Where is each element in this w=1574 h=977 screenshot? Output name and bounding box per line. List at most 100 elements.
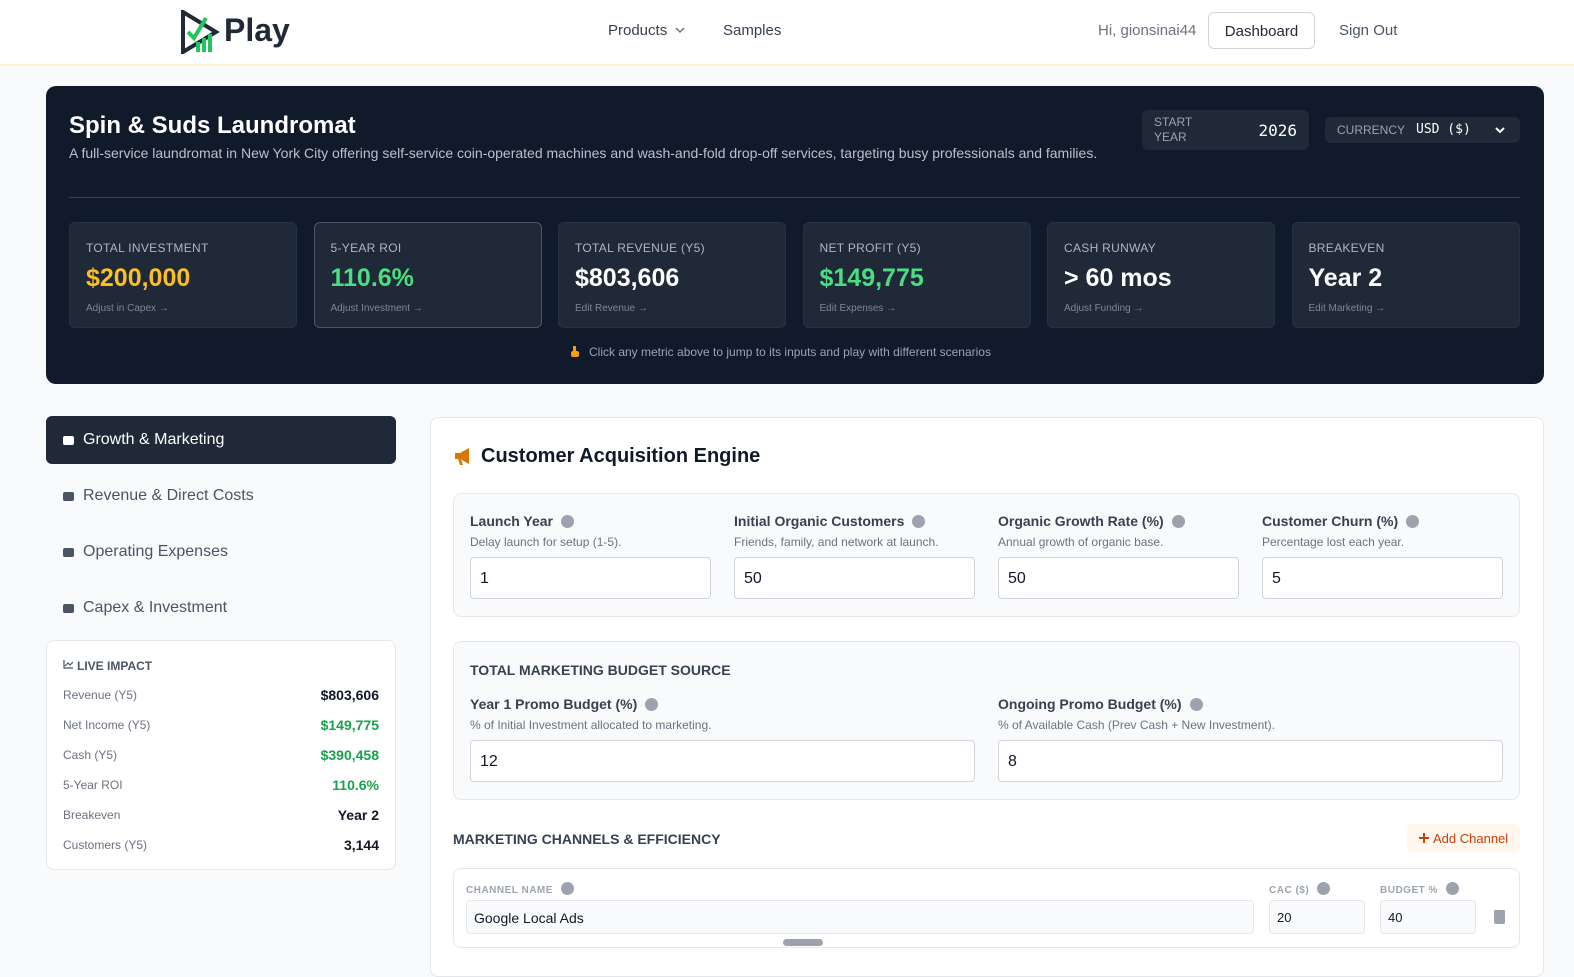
channels-title: MARKETING CHANNELS & EFFICIENCY xyxy=(453,831,721,847)
field-help: Percentage lost each year. xyxy=(1262,535,1405,549)
field-help: % of Available Cash (Prev Cash + New Inv… xyxy=(998,718,1275,732)
live-impact: LIVE IMPACT Revenue (Y5) $803,606 Net Inco… xyxy=(46,640,396,870)
metric-label: TOTAL INVESTMENT xyxy=(86,241,209,255)
sidebar-tab[interactable]: Operating Expenses xyxy=(46,528,396,576)
field-input[interactable]: 50 xyxy=(734,557,975,599)
summary-header: Spin & Suds Laundromat A full-service la… xyxy=(46,86,1544,384)
currency-label: CURRENCY xyxy=(1337,123,1406,137)
help-icon[interactable] xyxy=(1406,515,1420,528)
metric-card[interactable]: 5-YEAR ROI 110.6% Adjust Investment → xyxy=(313,222,542,328)
field-label: Organic Growth Rate (%) xyxy=(998,513,1185,529)
help-icon[interactable] xyxy=(561,515,575,528)
metric-link: Edit Revenue → xyxy=(575,303,648,314)
metric-card[interactable]: CASH RUNWAY > 60 mos Adjust Funding → xyxy=(1047,222,1275,328)
help-icon[interactable] xyxy=(912,515,926,528)
help-icon[interactable] xyxy=(1171,515,1185,528)
metric-card[interactable]: TOTAL REVENUE (Y5) $803,606 Edit Revenue → xyxy=(558,222,786,328)
metric-link: Adjust in Capex → xyxy=(86,303,169,314)
resize-handle xyxy=(783,939,823,946)
metric-card[interactable]: TOTAL INVESTMENT $200,000 Adjust in Capex … xyxy=(69,222,297,328)
impact-label: Breakeven xyxy=(63,808,121,822)
field-label: Year 1 Promo Budget (%) xyxy=(470,696,659,712)
help-icon[interactable] xyxy=(1445,882,1459,895)
business-description: A full-service laundromat in New York Ci… xyxy=(69,145,1098,161)
start-year-value: 2026 xyxy=(1258,121,1297,140)
tab-icon xyxy=(63,436,74,445)
start-year[interactable]: START YEAR 2026 xyxy=(1142,110,1309,150)
dashboard-button[interactable]: Dashboard xyxy=(1208,12,1315,49)
acquisition-fields: Launch Year Delay launch for setup (1-5).… xyxy=(453,493,1520,617)
field-label: Ongoing Promo Budget (%) xyxy=(998,696,1203,712)
field-input[interactable]: 8 xyxy=(998,740,1503,782)
budget-title: TOTAL MARKETING BUDGET SOURCE xyxy=(470,662,731,678)
metric-label: CASH RUNWAY xyxy=(1064,241,1156,255)
delete-icon[interactable] xyxy=(1494,910,1505,924)
column-header: CHANNEL NAME xyxy=(466,882,574,896)
add-channel-button[interactable]: Add Channel xyxy=(1407,824,1520,852)
budget-source: TOTAL MARKETING BUDGET SOURCE Year 1 Pro… xyxy=(453,641,1520,800)
help-icon[interactable] xyxy=(560,882,574,895)
impact-label: Net Income (Y5) xyxy=(63,718,151,732)
plus-icon xyxy=(1419,833,1429,843)
sign-out[interactable]: Sign Out xyxy=(1339,22,1398,39)
impact-value: $390,458 xyxy=(320,747,379,763)
logo-icon xyxy=(181,10,220,54)
megaphone-icon xyxy=(455,448,469,465)
main-panel: Customer Acquisition Engine Launch Year D… xyxy=(430,417,1544,977)
sidebar-tab[interactable]: Growth & Marketing xyxy=(46,416,396,464)
field-label: Launch Year xyxy=(470,513,575,529)
field-input[interactable]: 5 xyxy=(1262,557,1503,599)
help-icon[interactable] xyxy=(645,698,659,711)
currency[interactable]: CURRENCY USD ($) xyxy=(1325,117,1520,143)
start-year-label: START YEAR xyxy=(1154,115,1193,144)
metric-value: 110.6% xyxy=(330,264,414,292)
impact-label: Revenue (Y5) xyxy=(63,688,138,702)
metric-value: $149,775 xyxy=(819,264,924,292)
impact-value: $149,775 xyxy=(320,717,379,733)
impact-value: $803,606 xyxy=(320,687,379,703)
field-label: Initial Organic Customers xyxy=(734,513,926,529)
column-header: CAC ($) xyxy=(1269,882,1331,896)
impact-value: Year 2 xyxy=(337,807,379,823)
field-help: Delay launch for setup (1-5). xyxy=(470,535,622,549)
tab-icon xyxy=(63,604,74,613)
field-input[interactable]: 12 xyxy=(470,740,975,782)
tab-icon xyxy=(63,548,74,557)
field-help: Annual growth of organic base. xyxy=(998,535,1164,549)
impact-label: 5-Year ROI xyxy=(63,778,123,792)
impact-value: 3,144 xyxy=(343,837,379,853)
currency-value: USD ($) xyxy=(1416,122,1471,137)
sidebar-tab[interactable]: Capex & Investment xyxy=(46,584,396,632)
help-icon[interactable] xyxy=(1317,882,1331,895)
metric-link: Adjust Investment → xyxy=(330,303,423,314)
business-title: Spin & Suds Laundromat xyxy=(69,112,356,139)
metric-link: Edit Marketing → xyxy=(1308,303,1386,314)
channel-input[interactable]: Google Local Ads xyxy=(466,900,1254,934)
metric-link: Edit Expenses → xyxy=(819,303,897,314)
tab-icon xyxy=(63,492,74,501)
field-input[interactable]: 1 xyxy=(470,557,711,599)
field-help: % of Initial Investment allocated to mar… xyxy=(470,718,712,732)
metric-card[interactable]: NET PROFIT (Y5) $149,775 Edit Expenses → xyxy=(802,222,1031,328)
metric-card[interactable]: BREAKEVEN Year 2 Edit Marketing → xyxy=(1291,222,1520,328)
nav-samples[interactable]: Samples xyxy=(723,22,782,39)
help-icon[interactable] xyxy=(1189,698,1203,711)
channel-input[interactable]: 40 xyxy=(1380,900,1476,934)
field-input[interactable]: 50 xyxy=(998,557,1239,599)
hint: Click any metric above to jump to its in… xyxy=(589,345,991,359)
channel-input[interactable]: 20 xyxy=(1269,900,1365,934)
field-help: Friends, family, and network at launch. xyxy=(734,535,939,549)
channels-table: CHANNEL NAME CAC ($) BUDGET % Google Local … xyxy=(453,868,1520,948)
metric-label: NET PROFIT (Y5) xyxy=(819,241,921,255)
navbar: Play Products Samples Hi, gionsinai44 Da… xyxy=(0,0,1574,66)
nav-products[interactable]: Products xyxy=(608,22,668,39)
column-header: BUDGET % xyxy=(1380,882,1459,896)
metric-label: TOTAL REVENUE (Y5) xyxy=(575,241,705,255)
chevron xyxy=(1495,127,1505,134)
sidebar-tab[interactable]: Revenue & Direct Costs xyxy=(46,472,396,520)
brand[interactable]: Play xyxy=(224,12,290,48)
chart-icon xyxy=(63,660,73,669)
live-impact-title: LIVE IMPACT xyxy=(77,659,153,673)
impact-value: 110.6% xyxy=(332,777,379,793)
